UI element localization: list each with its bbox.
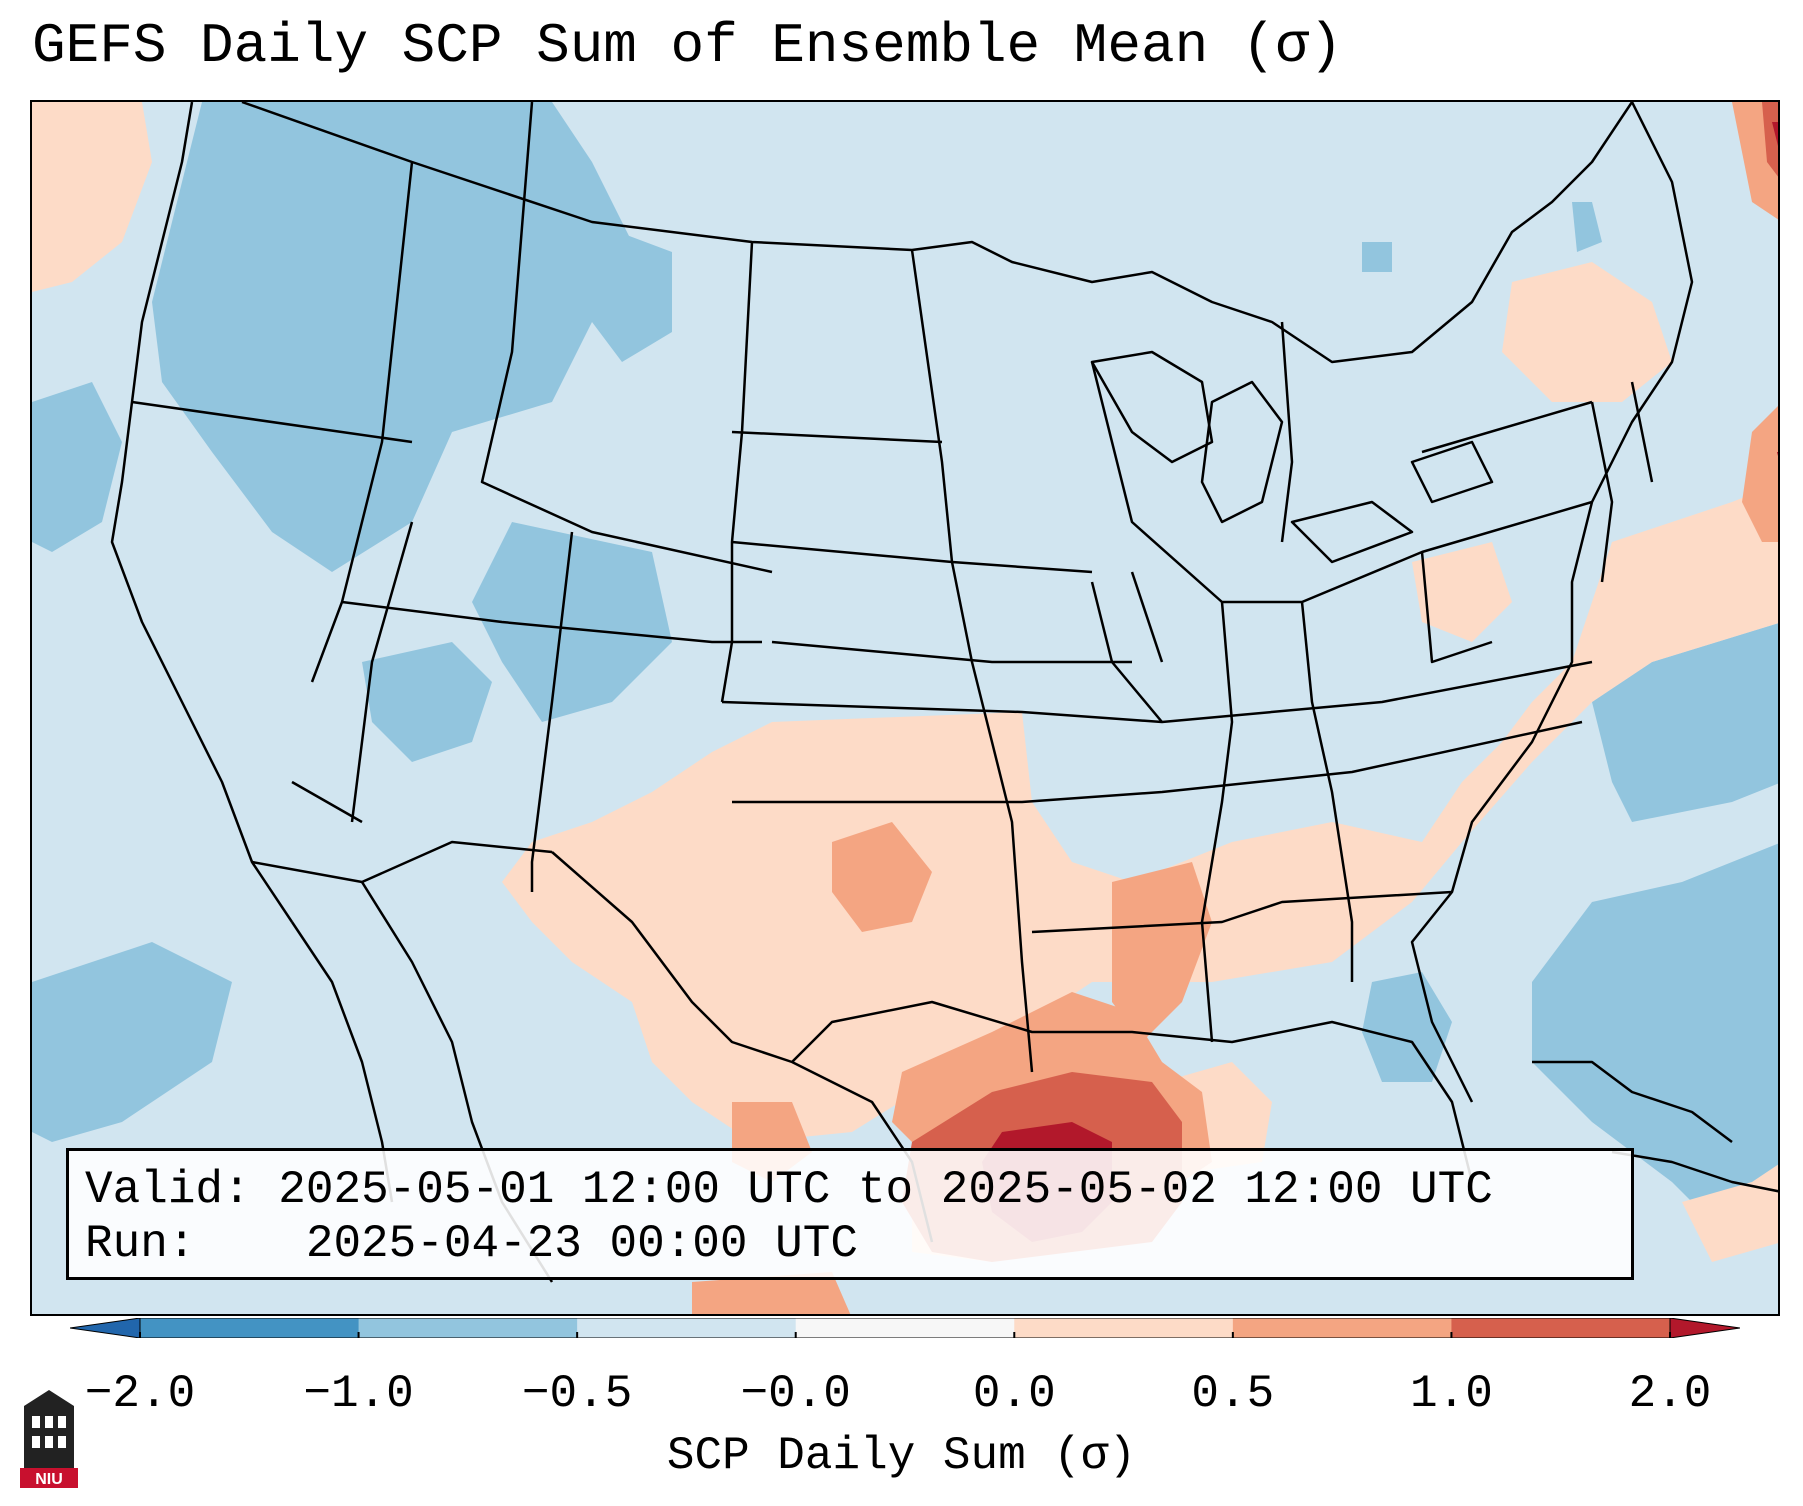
- scp-map: [32, 102, 1778, 1314]
- colorbar-tick-label: 2.0: [1628, 1368, 1712, 1420]
- colorbar-tick-label: 0.5: [1191, 1368, 1275, 1420]
- colorbar-bin: [1451, 1318, 1671, 1338]
- map-title: GEFS Daily SCP Sum of Ensemble Mean (σ): [32, 14, 1343, 78]
- colorbar-under-arrow: [70, 1318, 141, 1338]
- run-value: 2025-04-23 00:00 UTC: [305, 1218, 858, 1270]
- run-label: Run:: [85, 1218, 196, 1270]
- valid-label: Valid:: [85, 1164, 251, 1216]
- colorbar-bin: [577, 1318, 797, 1338]
- valid-value: 2025-05-01 12:00 UTC to 2025-05-02 12:00…: [278, 1164, 1493, 1216]
- valid-row: Valid: 2025-05-01 12:00 UTC to 2025-05-0…: [85, 1163, 1615, 1217]
- map-panel[interactable]: Valid: 2025-05-01 12:00 UTC to 2025-05-0…: [30, 100, 1780, 1316]
- colorbar-label: SCP Daily Sum (σ): [666, 1430, 1137, 1482]
- colorbar-tick-label: −0.0: [740, 1368, 851, 1420]
- colorbar-tick-label: −2.0: [84, 1368, 196, 1420]
- colorbar-tick-label: −1.0: [303, 1368, 414, 1420]
- colorbar-tick-label: 1.0: [1410, 1368, 1493, 1420]
- colorbar-bin: [358, 1318, 578, 1338]
- colorbar-bin: [1232, 1318, 1452, 1338]
- run-row: Run: 2025-04-23 00:00 UTC: [85, 1217, 1615, 1271]
- colorbar-bin: [1014, 1318, 1234, 1338]
- niu-logo-icon: NIU: [20, 1390, 78, 1488]
- colorbar-bin: [795, 1318, 1015, 1338]
- valid-time-box: Valid: 2025-05-01 12:00 UTC to 2025-05-0…: [66, 1148, 1634, 1280]
- logo-text: NIU: [35, 1471, 63, 1488]
- colorbar: [70, 1318, 1740, 1338]
- colorbar-tick-label: −0.5: [521, 1368, 633, 1420]
- colorbar-tick-label: 0.0: [972, 1368, 1056, 1420]
- colorbar-over-arrow: [1669, 1318, 1740, 1338]
- colorbar-bin: [140, 1318, 360, 1338]
